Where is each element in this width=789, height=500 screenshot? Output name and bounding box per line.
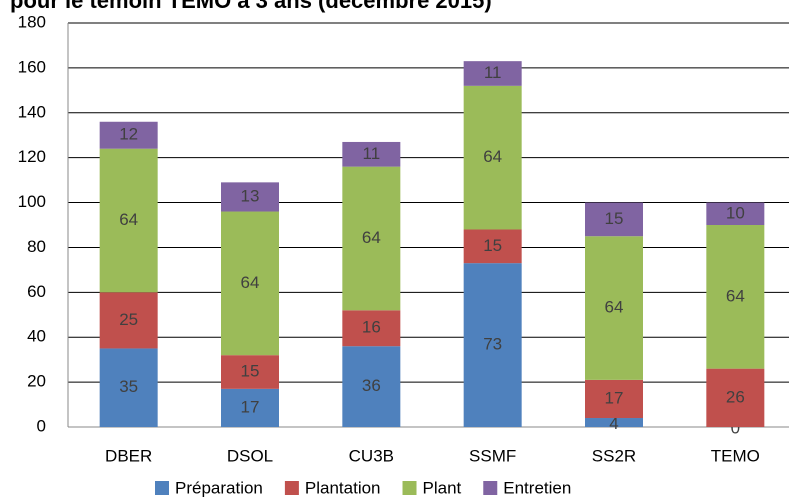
value-label: 64 bbox=[362, 228, 381, 247]
y-tick-label: 100 bbox=[18, 192, 46, 211]
bar-segment bbox=[585, 202, 643, 237]
bar-segment bbox=[99, 292, 158, 349]
x-tick-label: SS2R bbox=[592, 446, 636, 465]
legend-swatch bbox=[155, 481, 169, 495]
value-label: 73 bbox=[483, 335, 502, 354]
bar-segment bbox=[342, 141, 401, 167]
legend-swatch bbox=[284, 481, 299, 495]
y-tick-label: 160 bbox=[18, 57, 46, 76]
bar-segment bbox=[221, 182, 279, 212]
bar-segment bbox=[221, 211, 279, 356]
value-label: 16 bbox=[362, 318, 381, 337]
x-tick-label: SSMF bbox=[469, 446, 516, 465]
legend-label: Plant bbox=[423, 478, 462, 497]
legend-swatch bbox=[483, 481, 498, 495]
value-label: 64 bbox=[241, 273, 260, 292]
value-label: 64 bbox=[483, 147, 502, 166]
x-tick-label: TEMO bbox=[711, 446, 760, 465]
bar-segment bbox=[342, 166, 401, 311]
bar-segment bbox=[463, 85, 522, 230]
bar-segment bbox=[342, 346, 401, 427]
bar-segment bbox=[221, 388, 279, 427]
y-tick-label: 80 bbox=[27, 237, 46, 256]
value-label: 15 bbox=[483, 236, 502, 255]
chart-title: pour le témoin TEMO à 3 ans (décembre 20… bbox=[10, 0, 492, 13]
y-tick-label: 40 bbox=[27, 327, 46, 346]
value-label: 15 bbox=[605, 209, 624, 228]
value-label: 4 bbox=[609, 414, 618, 433]
bar-segment bbox=[463, 229, 522, 264]
x-tick-label: DBER bbox=[105, 446, 152, 465]
y-tick-label: 140 bbox=[18, 102, 46, 121]
x-tick-label: DSOL bbox=[227, 446, 273, 465]
bar-segment bbox=[342, 310, 401, 347]
bar-segment bbox=[99, 121, 158, 149]
bar-segment bbox=[585, 418, 643, 427]
bar-segment bbox=[706, 368, 765, 427]
y-tick-label: 60 bbox=[27, 282, 46, 301]
bar-segment bbox=[221, 355, 279, 389]
y-tick-label: 20 bbox=[27, 372, 46, 391]
value-label: 15 bbox=[241, 361, 260, 380]
value-label: 11 bbox=[363, 144, 381, 163]
value-label: 13 bbox=[241, 186, 260, 205]
bar-segment bbox=[463, 61, 522, 86]
y-tick-label: 180 bbox=[18, 12, 46, 31]
bar-segment bbox=[706, 202, 765, 225]
value-label: 35 bbox=[119, 377, 138, 396]
legend-label: Plantation bbox=[305, 478, 381, 497]
x-tick-label: CU3B bbox=[349, 446, 394, 465]
value-label: 17 bbox=[241, 397, 260, 416]
value-label: 64 bbox=[726, 286, 745, 305]
value-label: 17 bbox=[605, 388, 624, 407]
y-tick-label: 120 bbox=[18, 147, 46, 166]
value-label: 64 bbox=[605, 298, 624, 317]
value-label: 10 bbox=[726, 203, 745, 222]
bar-segment bbox=[463, 263, 522, 427]
legend-label: Préparation bbox=[175, 478, 263, 497]
bar-segment bbox=[99, 348, 158, 427]
legend-swatch bbox=[402, 481, 417, 495]
bar-segment bbox=[585, 379, 643, 419]
bar-segment bbox=[585, 236, 643, 380]
value-label: 25 bbox=[119, 310, 138, 329]
value-label: 26 bbox=[726, 387, 745, 406]
value-label: 11 bbox=[484, 63, 502, 82]
value-label: 36 bbox=[362, 376, 381, 395]
bar-segment bbox=[99, 148, 158, 293]
y-tick-label: 0 bbox=[37, 416, 46, 435]
value-label: 12 bbox=[119, 125, 138, 144]
value-label: 64 bbox=[119, 210, 138, 229]
value-label: 0 bbox=[731, 418, 740, 437]
bar-segment bbox=[706, 225, 765, 369]
legend-label: Entretien bbox=[503, 478, 571, 497]
